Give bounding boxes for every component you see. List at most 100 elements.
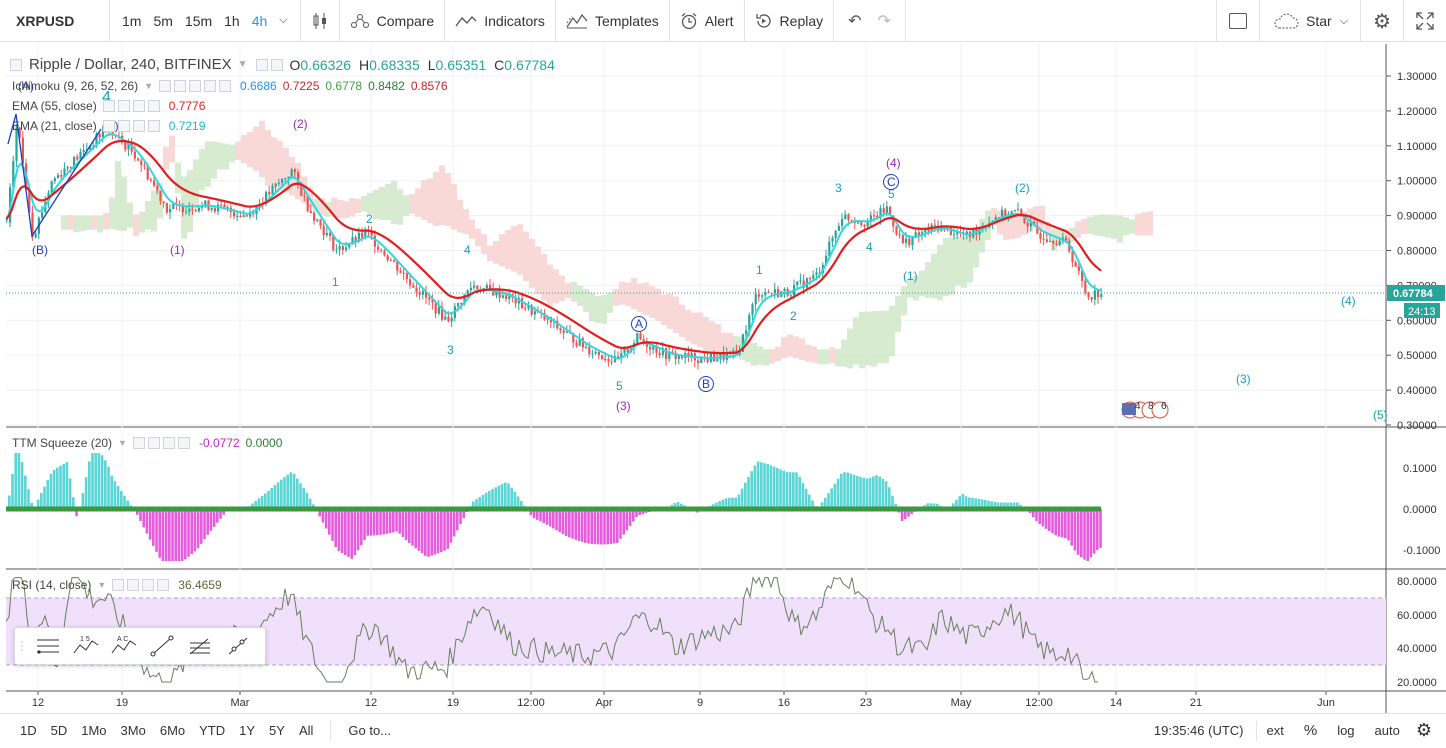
settings-icon[interactable] (148, 437, 160, 449)
range-all[interactable]: All (292, 723, 320, 738)
percent-toggle[interactable]: % (1294, 722, 1327, 739)
close-icon[interactable] (148, 100, 160, 112)
chevron-down-icon[interactable]: ▼ (118, 438, 127, 448)
close-icon[interactable] (219, 80, 231, 92)
ema21-title[interactable]: EMA (21, close) (12, 119, 97, 133)
ttm-bar (510, 488, 513, 509)
ttm-bar (405, 509, 408, 540)
settings-button[interactable]: ⚙ (1361, 0, 1404, 42)
collapse-icon[interactable] (10, 59, 22, 71)
close-icon[interactable] (157, 579, 169, 591)
chevron-down-icon[interactable]: ▼ (238, 59, 248, 70)
settings-icon[interactable] (118, 120, 130, 132)
cloud-segment (667, 294, 673, 329)
ttm-title[interactable]: TTM Squeeze (20) (12, 436, 112, 450)
range-1mo[interactable]: 1Mo (74, 723, 113, 738)
eye-icon[interactable] (103, 100, 115, 112)
undo-icon[interactable]: ↶ (840, 11, 869, 31)
fib-icon[interactable] (181, 628, 219, 664)
chart-canvas[interactable]: (A)4(C)(B)(2)(1)21435(3)AB12345(4)C(1)(2… (6, 44, 1446, 714)
ttm-bar (1090, 509, 1093, 557)
cloud-segment (253, 127, 259, 171)
settings-icon[interactable] (127, 579, 139, 591)
chevron-down-icon: ⌵ (1340, 15, 1348, 28)
candle-body (428, 298, 430, 300)
redo-icon[interactable]: ↷ (870, 11, 899, 31)
symbol-search[interactable]: XRPUSD (0, 0, 110, 42)
series-title[interactable]: Ripple / Dollar, 240, BITFINEX (29, 56, 232, 73)
ema55-title[interactable]: EMA (55, close) (12, 99, 97, 113)
interval-1h[interactable]: 1h (218, 13, 246, 29)
indicators-button[interactable]: Indicators (445, 0, 556, 42)
time-tick-label: 19 (116, 697, 128, 709)
chevron-down-icon[interactable]: ▼ (97, 580, 106, 590)
cloud-segment (541, 254, 547, 301)
eye-icon[interactable] (256, 59, 268, 71)
badge-num: 6 (1161, 401, 1167, 412)
eye-icon[interactable] (133, 437, 145, 449)
star-button[interactable]: Star ⌵ (1260, 0, 1361, 42)
gear-icon[interactable]: ⚙ (1410, 720, 1446, 741)
templates-button[interactable]: Templates (556, 0, 670, 42)
candle-body (390, 260, 392, 261)
ttm-bar (69, 478, 72, 509)
close-icon[interactable] (178, 437, 190, 449)
range-ytd[interactable]: YTD (192, 723, 232, 738)
interval-15m[interactable]: 15m (179, 13, 218, 29)
chevron-down-icon[interactable]: ▼ (144, 81, 153, 91)
close-icon[interactable] (148, 120, 160, 132)
wave-ac-icon[interactable]: A C (105, 628, 143, 664)
eye-icon[interactable] (159, 80, 171, 92)
ttm-bar (830, 488, 833, 509)
rsi-title[interactable]: RSI (14, close) (12, 578, 91, 592)
layout-button[interactable] (1216, 0, 1260, 42)
settings-icon[interactable] (174, 80, 186, 92)
goto-button[interactable]: Go to... (341, 723, 398, 738)
plus-icon[interactable] (133, 120, 145, 132)
wave-15-icon[interactable]: 1 5 (67, 628, 105, 664)
cloud-segment (847, 329, 853, 369)
wave-label: (1) (903, 269, 918, 283)
interval-5m[interactable]: 5m (147, 13, 178, 29)
eye-icon[interactable] (112, 579, 124, 591)
range-6mo[interactable]: 6Mo (153, 723, 192, 738)
events-badge[interactable]: 4 8 6 (1122, 401, 1168, 418)
horizontal-lines-icon[interactable] (29, 628, 67, 664)
chevron-down-icon[interactable]: ⌵ (273, 14, 293, 27)
ichimoku-title[interactable]: Ichimoku (9, 26, 52, 26) (12, 79, 138, 93)
range-1y[interactable]: 1Y (232, 723, 262, 738)
log-toggle[interactable]: log (1327, 723, 1364, 738)
source-icon[interactable] (189, 80, 201, 92)
trendline-icon[interactable] (143, 628, 181, 664)
eye-icon[interactable] (103, 120, 115, 132)
interval-4h[interactable]: 4h (246, 13, 274, 29)
candle-body (867, 222, 869, 227)
range-1d[interactable]: 1D (13, 723, 44, 738)
settings-icon[interactable] (271, 59, 283, 71)
compare-button[interactable]: Compare (340, 0, 446, 42)
time-tick-label: 12:00 (1025, 697, 1053, 709)
ray-icon[interactable] (219, 628, 257, 664)
candle-body (191, 209, 193, 210)
chart-type-button[interactable] (301, 0, 340, 42)
source-icon[interactable] (142, 579, 154, 591)
candle-body (409, 279, 411, 285)
interval-1m[interactable]: 1m (116, 13, 147, 29)
range-3mo[interactable]: 3Mo (114, 723, 153, 738)
plus-icon[interactable] (204, 80, 216, 92)
alert-button[interactable]: Alert (670, 0, 745, 42)
plus-icon[interactable] (133, 100, 145, 112)
drag-handle[interactable]: ⋮ (15, 628, 29, 664)
range-5d[interactable]: 5D (44, 723, 75, 738)
cloud-segment (763, 349, 769, 365)
ttm-bar (859, 477, 862, 509)
settings-icon[interactable] (118, 100, 130, 112)
ttm-bar (552, 509, 555, 528)
fullscreen-button[interactable] (1404, 0, 1446, 42)
ext-toggle[interactable]: ext (1257, 723, 1294, 738)
source-icon[interactable] (163, 437, 175, 449)
replay-button[interactable]: Replay (745, 0, 835, 42)
utc-clock[interactable]: 19:35:46 (UTC) (1147, 723, 1256, 738)
range-5y[interactable]: 5Y (262, 723, 292, 738)
auto-toggle[interactable]: auto (1365, 723, 1410, 738)
